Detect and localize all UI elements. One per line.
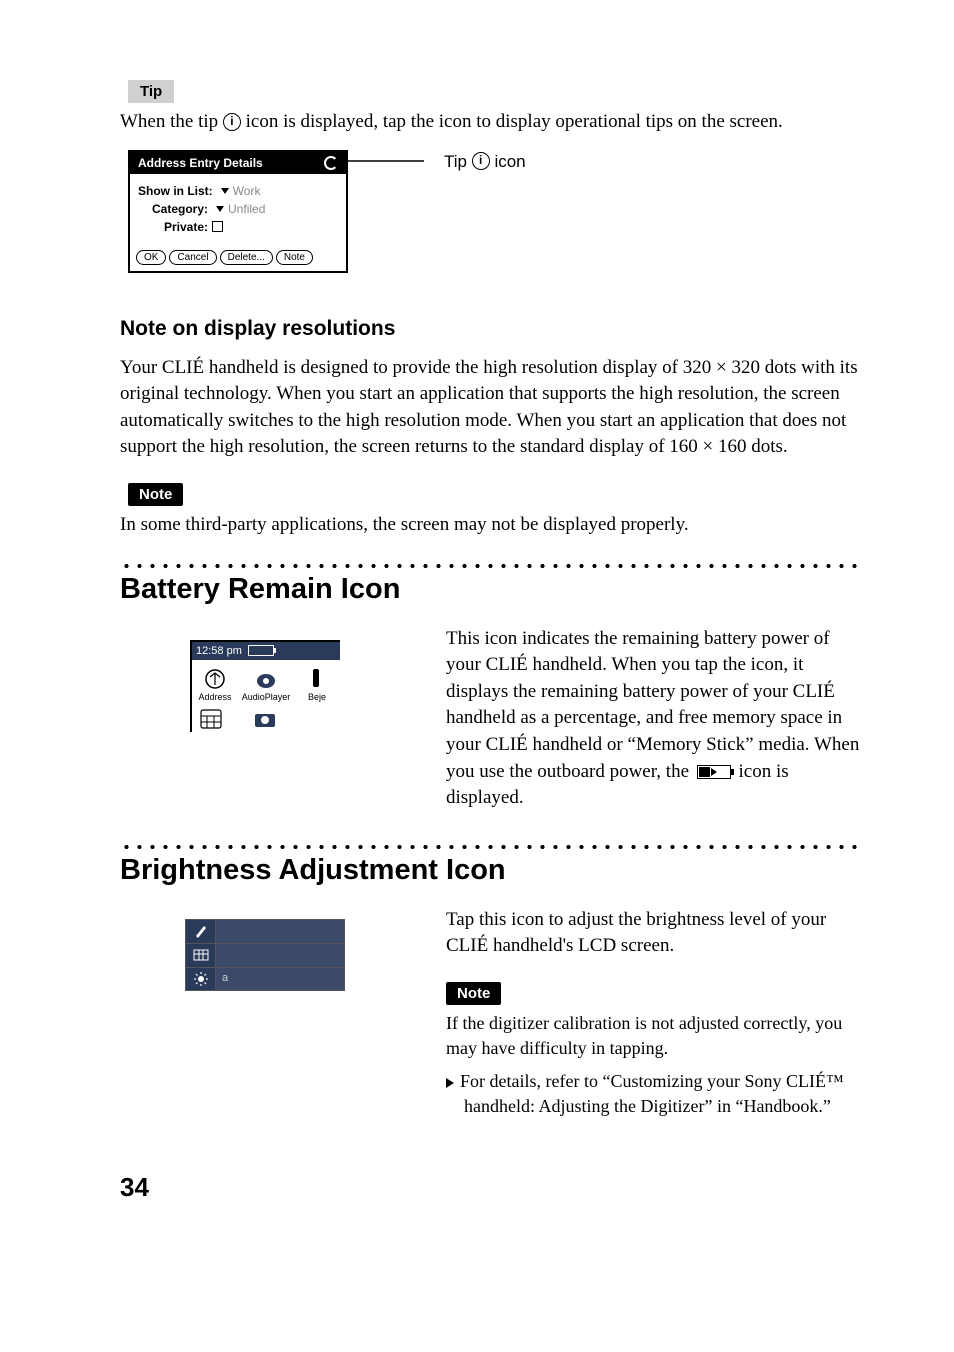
display-res-note: In some third-party applications, the sc… <box>120 512 864 539</box>
home-header: 12:58 pm <box>192 642 340 660</box>
tip-text: When the tip i icon is displayed, tap th… <box>120 109 864 136</box>
info-icon: i <box>472 152 490 170</box>
screenshot-body: Show in List: Work Category: Unfiled Pri… <box>130 174 346 244</box>
pen-tab-icon <box>186 920 216 943</box>
home-time: 12:58 pm <box>196 645 242 657</box>
app-cell: Address <box>196 666 234 702</box>
home-apps-row2 <box>192 704 340 732</box>
note-button: Note <box>276 250 313 265</box>
tip-section: Tip When the tip i icon is displayed, ta… <box>120 80 864 136</box>
arrow-icon <box>446 1078 454 1088</box>
section-divider <box>120 844 864 850</box>
tip-text-before: When the tip <box>120 111 223 132</box>
brightness-row <box>185 919 345 943</box>
screenshot-title: Address Entry Details <box>138 156 263 170</box>
battery-body: This icon indicates the remaining batter… <box>446 626 864 812</box>
row-label: Private: <box>164 220 208 234</box>
display-res-body: Your CLIÉ handheld is designed to provid… <box>120 355 864 461</box>
section-divider <box>120 563 864 569</box>
screenshot-row: Category: Unfiled <box>138 202 338 216</box>
address-app-icon <box>200 666 230 692</box>
brightness-tab-icon <box>186 968 216 990</box>
battery-body-before: This icon indicates the remaining batter… <box>446 628 859 782</box>
battery-section: 12:58 pm Address AudioPlayer <box>120 626 864 820</box>
row-label: Show in List: <box>138 184 213 198</box>
checkbox-icon <box>212 221 223 232</box>
info-icon: i <box>223 113 241 131</box>
tip-text-after: icon is displayed, tap the icon to displ… <box>246 111 783 132</box>
battery-screenshot-col: 12:58 pm Address AudioPlayer <box>120 626 410 732</box>
keyboard-tab-icon <box>186 944 216 967</box>
brightness-row <box>185 943 345 967</box>
app-cell: AudioPlayer <box>244 666 288 702</box>
beje-app-icon <box>302 666 332 692</box>
cancel-button: Cancel <box>169 250 216 265</box>
battery-plug-icon <box>697 765 731 779</box>
delete-button: Delete... <box>220 250 273 265</box>
display-res-heading: Note on display resolutions <box>120 317 864 341</box>
audioplayer-app-icon <box>251 666 281 692</box>
battery-icon <box>248 645 274 656</box>
camera-app-icon <box>250 706 280 732</box>
brightness-screenshot: a <box>185 919 345 991</box>
row-value: Unfiled <box>228 202 265 216</box>
brightness-heading: Brightness Adjustment Icon <box>120 854 864 887</box>
page-number: 34 <box>120 1172 864 1203</box>
brightness-ref: For details, refer to “Customizing your … <box>446 1069 864 1119</box>
brightness-note: If the digitizer calibration is not adju… <box>446 1011 864 1061</box>
note-badge: Note <box>446 982 501 1005</box>
battery-text-col: This icon indicates the remaining batter… <box>446 626 864 820</box>
app-label: Address <box>198 692 231 702</box>
app-label: AudioPlayer <box>242 692 291 702</box>
address-entry-screenshot: Address Entry Details Show in List: Work… <box>128 150 348 273</box>
callout: Tip i icon <box>344 152 526 173</box>
tip-badge: Tip <box>128 80 174 103</box>
screenshot-header: Address Entry Details <box>130 152 346 174</box>
brightness-text-col: Tap this icon to adjust the brightness l… <box>446 907 864 1128</box>
brightness-bar <box>216 944 344 967</box>
home-screenshot: 12:58 pm Address AudioPlayer <box>190 640 340 732</box>
row-label: Category: <box>152 202 208 216</box>
brightness-screenshot-col: a <box>120 907 410 991</box>
brightness-letter: a <box>222 972 228 984</box>
brightness-body: Tap this icon to adjust the brightness l… <box>446 907 864 960</box>
screenshot-row: Private: <box>138 220 338 234</box>
row-value: Work <box>233 184 261 198</box>
home-apps-row: Address AudioPlayer Beje <box>192 660 340 704</box>
brightness-bar <box>216 920 344 943</box>
battery-heading: Battery Remain Icon <box>120 573 864 606</box>
brightness-bar: a <box>216 968 344 990</box>
chevron-down-icon <box>221 188 229 194</box>
calculator-app-icon <box>196 706 226 732</box>
brightness-ref-text: For details, refer to “Customizing your … <box>460 1071 844 1116</box>
brightness-row: a <box>185 967 345 991</box>
chevron-down-icon <box>216 206 224 212</box>
callout-label: Tip i icon <box>444 152 526 171</box>
ok-button: OK <box>136 250 166 265</box>
screenshot-row: Show in List: Work <box>138 184 338 198</box>
app-label: Beje <box>308 692 326 702</box>
brightness-section: a Tap this icon to adjust the brightness… <box>120 907 864 1128</box>
tip-icon-in-header <box>324 156 338 170</box>
note-badge: Note <box>128 483 183 506</box>
app-cell: Beje <box>298 666 336 702</box>
screenshot-button-row: OK Cancel Delete... Note <box>130 244 346 271</box>
